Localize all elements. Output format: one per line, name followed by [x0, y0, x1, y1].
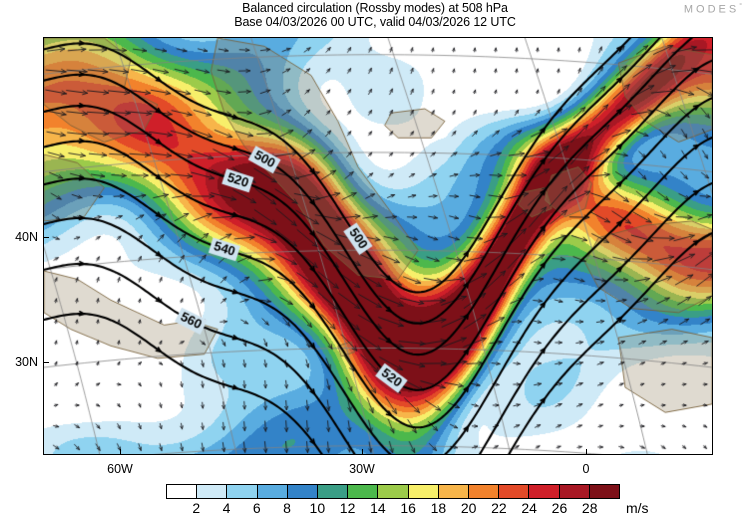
colorbar-cell-9	[438, 485, 470, 498]
y-tick-30N	[43, 362, 49, 364]
x-axis-label-30W: 30W	[349, 462, 375, 476]
colorbar-tick-12: 12	[339, 500, 356, 516]
colorbar-cell-0	[167, 485, 198, 498]
colorbar-cell-2	[227, 485, 258, 498]
brand-mark: °	[739, 3, 742, 10]
colorbar-tick-2: 2	[192, 500, 201, 516]
colorbar-cell-8	[408, 485, 439, 498]
colorbar-cell-13	[559, 485, 590, 498]
x-axis-label-0: 0	[582, 462, 590, 476]
colorbar-tick-4: 4	[222, 500, 231, 516]
map-plot-area[interactable]	[43, 37, 713, 455]
colorbar-cell-14	[589, 485, 620, 498]
colorbar-tick-18: 18	[430, 500, 447, 516]
colorbar[interactable]	[166, 484, 620, 499]
x-tick-60W	[120, 449, 122, 455]
colorbar-tick-8: 8	[283, 500, 291, 516]
y-tick-40N	[43, 237, 49, 239]
colorbar-tick-26: 26	[551, 500, 568, 516]
colorbar-cell-7	[378, 485, 409, 498]
colorbar-cell-12	[529, 485, 560, 498]
y-axis-label-40N: 40N	[15, 230, 38, 244]
colorbar-cell-1	[197, 485, 228, 498]
chart-title-block: Balanced circulation (Rossby modes) at 5…	[0, 1, 750, 29]
colorbar-cell-3	[257, 485, 288, 498]
colorbar-tick-10: 10	[309, 500, 326, 516]
colorbar-cell-6	[348, 485, 379, 498]
colorbar-cell-4	[287, 485, 319, 498]
x-axis-label-60W: 60W	[107, 462, 133, 476]
colorbar-cell-11	[499, 485, 530, 498]
brand-text: MODES	[683, 3, 740, 16]
colorbar-tick-16: 16	[400, 500, 416, 516]
colorbar-tick-22: 22	[491, 500, 507, 516]
chart-subtitle: Base 04/03/2026 00 UTC, valid 04/03/2026…	[234, 15, 516, 29]
colorbar-tick-20: 20	[460, 500, 477, 516]
colorbar-cell-5	[318, 485, 349, 498]
colorbar-tick-14: 14	[370, 500, 386, 516]
colorbar-tick-28: 28	[581, 500, 598, 516]
colorbar-unit-label: m/s	[626, 500, 649, 516]
page-title: Balanced circulation (Rossby modes) at 5…	[242, 1, 508, 15]
x-tick-0	[586, 449, 588, 455]
colorbar-cell-10	[469, 485, 500, 498]
colorbar-tick-6: 6	[252, 500, 261, 516]
y-axis-label-30N: 30N	[15, 355, 38, 369]
colorbar-tick-24: 24	[521, 500, 537, 516]
modes-logo: MODES°	[684, 3, 742, 16]
x-tick-30W	[362, 449, 364, 455]
weather-map-canvas	[44, 38, 712, 454]
